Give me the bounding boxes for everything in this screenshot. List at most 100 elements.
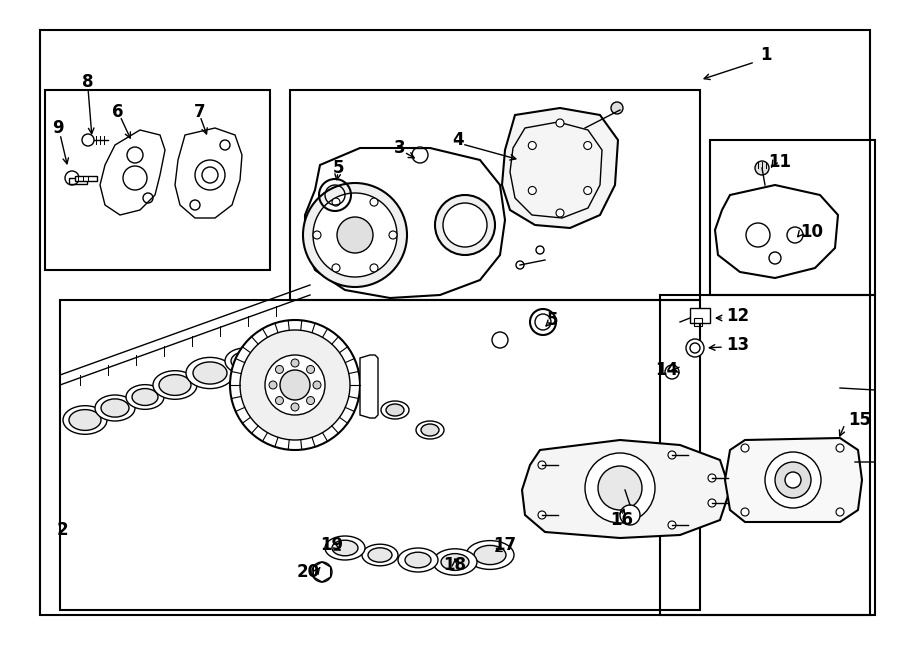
Circle shape [598, 466, 642, 510]
Circle shape [584, 186, 591, 194]
Ellipse shape [262, 336, 298, 360]
Circle shape [536, 246, 544, 254]
Ellipse shape [69, 410, 101, 430]
Text: 14: 14 [655, 361, 678, 379]
Circle shape [275, 397, 284, 405]
Ellipse shape [95, 395, 135, 421]
Ellipse shape [441, 554, 469, 570]
Ellipse shape [268, 340, 292, 356]
Text: 1: 1 [760, 46, 771, 64]
Bar [69, 178, 87, 184]
Ellipse shape [193, 362, 227, 384]
Text: 18: 18 [444, 556, 466, 574]
Circle shape [265, 355, 325, 415]
Ellipse shape [153, 371, 197, 399]
Text: 3: 3 [394, 139, 406, 157]
Text: 7: 7 [194, 103, 206, 121]
Circle shape [370, 264, 378, 272]
Ellipse shape [386, 404, 404, 416]
Ellipse shape [362, 544, 398, 566]
Text: 2: 2 [56, 521, 68, 539]
Circle shape [412, 147, 428, 163]
Circle shape [313, 381, 321, 389]
Ellipse shape [231, 352, 259, 370]
Circle shape [584, 141, 591, 149]
Text: 17: 17 [493, 536, 517, 554]
Circle shape [275, 366, 284, 373]
Text: 13: 13 [726, 336, 749, 354]
Circle shape [280, 370, 310, 400]
Circle shape [528, 186, 536, 194]
Circle shape [708, 474, 716, 482]
Ellipse shape [126, 385, 164, 409]
Text: 4: 4 [452, 131, 464, 149]
Polygon shape [305, 148, 505, 298]
Ellipse shape [474, 545, 506, 564]
Text: 15: 15 [848, 411, 871, 429]
Polygon shape [715, 185, 838, 278]
Circle shape [313, 193, 397, 277]
Circle shape [240, 330, 350, 440]
Ellipse shape [398, 548, 438, 572]
Ellipse shape [332, 540, 358, 556]
Circle shape [443, 203, 487, 247]
Text: 5: 5 [546, 311, 558, 329]
Circle shape [836, 444, 844, 452]
Circle shape [538, 461, 546, 469]
Circle shape [307, 366, 315, 373]
Circle shape [370, 198, 378, 206]
Ellipse shape [416, 421, 444, 439]
Circle shape [230, 320, 360, 450]
Circle shape [538, 511, 546, 519]
Text: 6: 6 [112, 103, 124, 121]
Ellipse shape [225, 348, 265, 374]
Text: 16: 16 [610, 511, 634, 529]
Circle shape [269, 381, 277, 389]
Ellipse shape [368, 548, 392, 563]
Circle shape [585, 453, 655, 523]
Circle shape [836, 508, 844, 516]
Ellipse shape [159, 375, 191, 395]
Circle shape [516, 261, 524, 269]
Ellipse shape [433, 549, 477, 575]
Circle shape [307, 397, 315, 405]
Text: 20: 20 [297, 563, 320, 581]
Circle shape [686, 339, 704, 357]
Circle shape [313, 231, 321, 239]
Polygon shape [360, 355, 378, 418]
Polygon shape [522, 440, 730, 538]
Circle shape [741, 444, 749, 452]
Text: 10: 10 [800, 223, 823, 241]
Polygon shape [502, 108, 618, 228]
Circle shape [528, 141, 536, 149]
Circle shape [303, 183, 407, 287]
Text: 9: 9 [52, 119, 64, 137]
Text: 19: 19 [320, 536, 344, 554]
Circle shape [708, 499, 716, 507]
Text: 5: 5 [332, 159, 344, 177]
Circle shape [291, 403, 299, 411]
Circle shape [665, 365, 679, 379]
Circle shape [668, 521, 676, 529]
Circle shape [291, 359, 299, 367]
Text: 11: 11 [768, 153, 791, 171]
Circle shape [556, 209, 564, 217]
Circle shape [755, 161, 769, 175]
Circle shape [332, 198, 340, 206]
Circle shape [765, 452, 821, 508]
Bar [690, 308, 710, 323]
Circle shape [668, 451, 676, 459]
Circle shape [620, 505, 640, 525]
Circle shape [389, 231, 397, 239]
Circle shape [332, 264, 340, 272]
Ellipse shape [101, 399, 129, 417]
Circle shape [312, 562, 332, 582]
Circle shape [435, 195, 495, 255]
Circle shape [785, 472, 801, 488]
Circle shape [775, 462, 811, 498]
Circle shape [611, 102, 623, 114]
Ellipse shape [186, 358, 234, 389]
Circle shape [337, 217, 373, 253]
Circle shape [556, 119, 564, 127]
Bar [75, 176, 97, 181]
